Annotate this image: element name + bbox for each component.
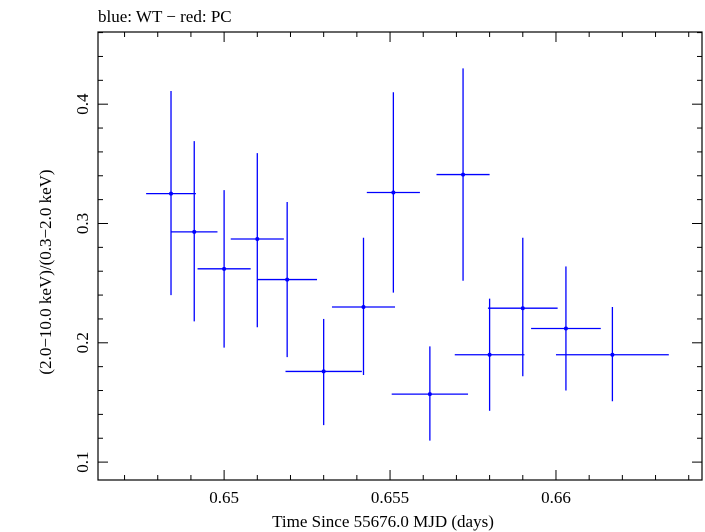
data-point: [331, 237, 396, 376]
y-tick-label: 0.1: [73, 451, 92, 472]
plot-frame: [97, 31, 703, 481]
data-point: [146, 91, 196, 296]
point-marker: [222, 266, 227, 271]
point-marker: [610, 352, 615, 357]
data-point: [555, 307, 669, 402]
y-tick-label: 0.4: [73, 93, 92, 115]
y-tick-label: 0.2: [73, 332, 92, 353]
point-marker: [487, 352, 492, 357]
y-tick-label: 0.3: [73, 213, 92, 234]
chart-title: blue: WT − red: PC: [98, 7, 232, 26]
point-marker: [520, 306, 525, 311]
data-series: [146, 68, 669, 441]
point-marker: [192, 229, 197, 234]
data-point: [391, 346, 469, 441]
y-axis-label: (2.0−10.0 keV)/(0.3−2.0 keV): [36, 169, 55, 374]
point-marker: [361, 305, 366, 310]
point-marker: [169, 191, 174, 196]
tick-labels: 0.65 0.655 0.66 0.1 0.2 0.3 0.4: [73, 93, 571, 507]
point-marker: [321, 369, 326, 374]
data-point: [197, 190, 251, 348]
data-point: [531, 266, 601, 391]
data-point: [230, 153, 284, 328]
data-point: [171, 141, 218, 322]
data-point: [454, 298, 525, 411]
data-point: [487, 237, 558, 377]
data-point: [257, 202, 318, 358]
point-marker: [461, 172, 466, 177]
data-point: [436, 68, 490, 281]
point-marker: [391, 190, 396, 195]
point-marker: [255, 236, 260, 241]
point-marker: [427, 392, 432, 397]
axis-ticks: [98, 32, 702, 480]
x-tick-label: 0.66: [541, 488, 571, 507]
point-marker: [285, 277, 290, 282]
data-point: [366, 92, 420, 293]
x-axis-label: Time Since 55676.0 MJD (days): [272, 512, 494, 531]
point-marker: [563, 326, 568, 331]
x-tick-label: 0.65: [209, 488, 239, 507]
x-tick-label: 0.655: [371, 488, 409, 507]
data-point: [285, 318, 362, 426]
